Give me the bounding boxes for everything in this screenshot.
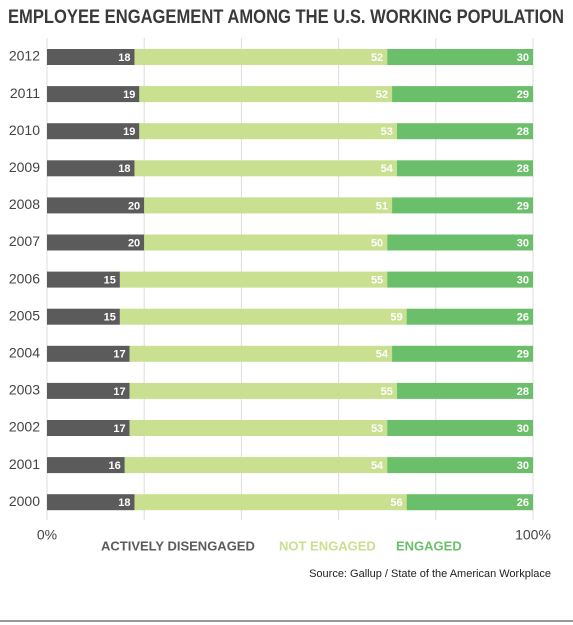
value-label: 55	[381, 386, 393, 398]
value-label: 29	[517, 200, 529, 212]
bar-segment	[119, 308, 407, 325]
value-label: 29	[517, 89, 529, 101]
value-label: 17	[113, 386, 125, 398]
bar-segment	[119, 271, 388, 288]
value-label: 52	[376, 89, 388, 101]
y-tick-label: 2007	[9, 233, 40, 249]
bar-segment	[387, 234, 533, 251]
y-tick-label: 2009	[9, 159, 40, 175]
bar-segment	[392, 86, 533, 103]
bar-segment	[396, 160, 533, 177]
y-tick-label: 2006	[9, 270, 40, 286]
bar-segment	[47, 345, 130, 362]
value-label: 26	[517, 497, 529, 509]
value-label: 15	[104, 275, 116, 287]
y-tick-label: 2005	[9, 307, 40, 323]
value-label: 50	[371, 237, 383, 249]
bar-segment	[47, 271, 120, 288]
value-label: 55	[371, 275, 383, 287]
bar-segment	[47, 123, 140, 140]
bar-segment	[392, 197, 533, 214]
value-label: 17	[113, 423, 125, 435]
bar-segment	[47, 197, 145, 214]
value-label: 53	[371, 423, 383, 435]
value-label: 18	[118, 52, 130, 64]
value-label: 54	[371, 460, 384, 472]
value-label: 28	[517, 163, 529, 175]
value-label: 53	[381, 126, 393, 138]
legend-label: ENGAGED	[396, 538, 462, 553]
value-label: 52	[371, 52, 383, 64]
value-label: 59	[390, 312, 402, 324]
value-label: 15	[104, 312, 116, 324]
bar-segment	[387, 420, 533, 436]
bar-segment	[47, 494, 135, 511]
y-tick-label: 2008	[9, 196, 40, 212]
x-tick-label: 0%	[37, 527, 57, 543]
value-label: 30	[517, 275, 529, 287]
y-tick-label: 2000	[9, 493, 40, 509]
y-tick-label: 2011	[10, 85, 40, 101]
value-label: 56	[390, 497, 402, 509]
value-label: 54	[376, 349, 389, 361]
value-label: 51	[376, 200, 388, 212]
value-label: 26	[517, 312, 529, 324]
bar-segment	[47, 308, 120, 325]
x-tick-label: 100%	[515, 527, 551, 543]
bar-segment	[134, 160, 397, 177]
y-tick-label: 2003	[9, 382, 40, 398]
bar-segment	[47, 234, 145, 251]
bar-segment	[396, 382, 533, 399]
bar-segment	[144, 197, 393, 214]
bar-segment	[47, 160, 135, 177]
y-tick-label: 2010	[9, 122, 40, 138]
value-label: 30	[517, 423, 529, 435]
source: Source: Gallup / State of the American W…	[309, 568, 551, 580]
y-tick-label: 2001	[9, 456, 40, 472]
legend-label: NOT ENGAGED	[279, 538, 376, 553]
bar-segment	[134, 49, 388, 65]
value-label: 20	[128, 237, 140, 249]
value-label: 16	[109, 460, 121, 472]
y-tick-label: 2002	[9, 419, 40, 435]
y-tick-label: 2012	[9, 48, 40, 64]
bar-segment	[406, 308, 533, 325]
bar-segment	[47, 49, 135, 65]
bar-segment	[124, 457, 388, 474]
bar-segment	[392, 345, 533, 362]
value-label: 18	[118, 497, 130, 509]
value-label: 19	[123, 89, 135, 101]
bar-segment	[47, 382, 130, 399]
bar-segment	[387, 49, 533, 65]
value-label: 17	[113, 349, 125, 361]
bar-segment	[139, 123, 397, 140]
bar-segment	[47, 457, 125, 474]
y-tick-label: 2004	[9, 345, 40, 361]
value-label: 54	[381, 163, 394, 175]
bar-segment	[139, 86, 393, 103]
bar-segment	[129, 420, 388, 436]
value-label: 19	[123, 126, 135, 138]
bar-segment	[387, 457, 533, 474]
value-label: 29	[517, 349, 529, 361]
bar-segment	[144, 234, 388, 251]
value-label: 30	[517, 237, 529, 249]
bar-segment	[47, 86, 140, 103]
value-label: 20	[128, 200, 140, 212]
value-label: 28	[517, 126, 529, 138]
bar-segment	[129, 382, 397, 399]
bar-segment	[406, 494, 533, 511]
bar-segment	[47, 420, 130, 436]
chart-title: EMPLOYEE ENGAGEMENT AMONG THE U.S. WORKI…	[8, 7, 564, 28]
bar-segment	[387, 271, 533, 288]
bar-segment	[396, 123, 533, 140]
value-label: 30	[517, 52, 529, 64]
legend-label: ACTIVELY DISENGAGED	[101, 538, 255, 553]
value-label: 18	[118, 163, 130, 175]
value-label: 30	[517, 460, 529, 472]
bar-segment	[129, 345, 393, 362]
bar-segment	[134, 494, 407, 511]
value-label: 28	[517, 386, 529, 398]
